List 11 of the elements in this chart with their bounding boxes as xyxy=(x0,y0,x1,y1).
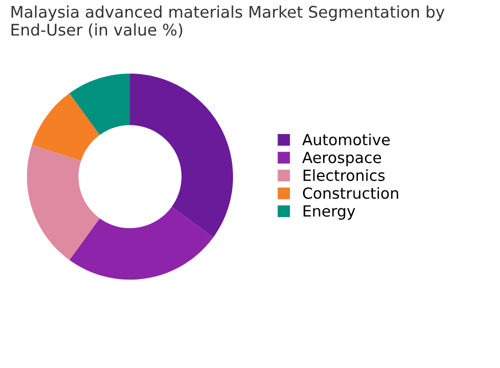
donut-slice xyxy=(32,93,100,161)
chart-title: Malaysia advanced materials Market Segmentation by End-User (in value %) xyxy=(12,6,444,38)
legend-label: Energy xyxy=(304,205,356,220)
legend-label: Electronics xyxy=(304,169,385,182)
donut-slice xyxy=(69,206,214,280)
donut-slice xyxy=(130,74,234,238)
donut-slice xyxy=(26,144,100,260)
legend-label: Automotive xyxy=(302,134,390,146)
legend-label: Aerospace xyxy=(302,152,382,166)
donut-slice xyxy=(69,74,130,135)
legend-label: Construction xyxy=(303,187,398,199)
